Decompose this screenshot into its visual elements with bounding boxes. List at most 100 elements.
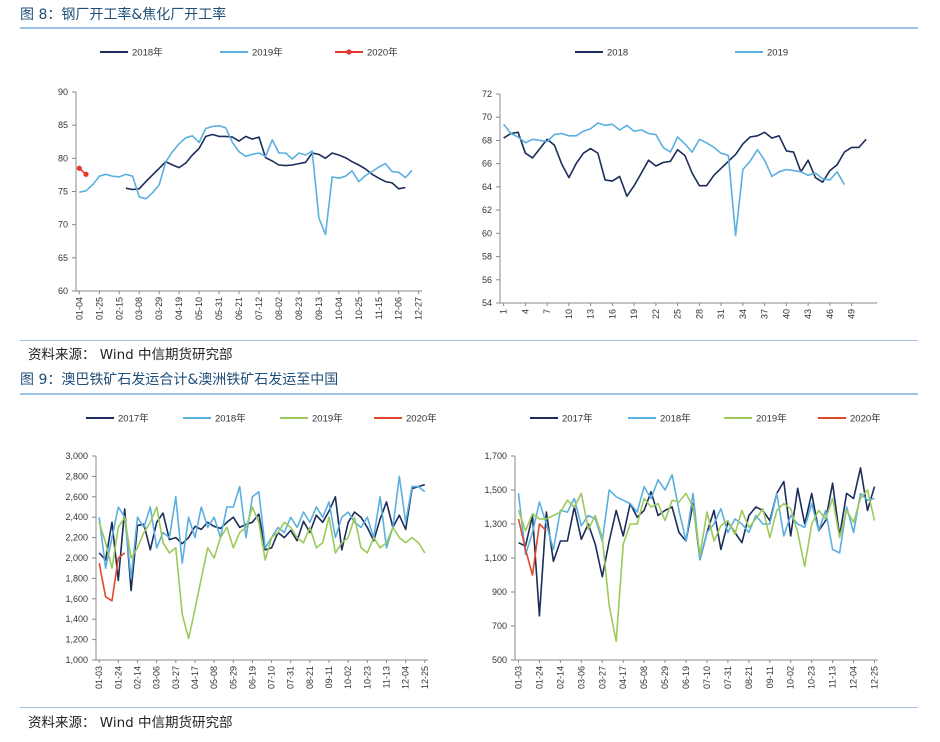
y-tick-label: 1,300 xyxy=(484,519,507,529)
x-tick-label: 08-23 xyxy=(294,297,304,320)
y-tick-label: 1,700 xyxy=(484,451,507,461)
y-tick-label: 90 xyxy=(58,87,68,97)
legend-label: 2017年 xyxy=(562,413,593,425)
x-tick-label: 09-11 xyxy=(324,666,334,688)
x-tick-label: 06-19 xyxy=(247,666,257,689)
x-tick-label: 08-21 xyxy=(305,666,315,689)
x-tick-label: 05-08 xyxy=(639,666,649,689)
y-tick-label: 80 xyxy=(58,153,68,163)
y-tick-label: 65 xyxy=(58,253,68,263)
y-tick-label: 1,400 xyxy=(65,614,88,624)
x-tick-label: 01-04 xyxy=(74,297,84,320)
y-tick-label: 66 xyxy=(482,159,492,169)
y-tick-label: 56 xyxy=(482,275,492,285)
legend-label: 2019年 xyxy=(312,413,343,425)
x-tick-label: 09-11 xyxy=(765,666,775,688)
figure-9-bottom-rule xyxy=(20,707,918,708)
chart-iron-ore-aus-to-china: 1,700 1,500 1,300 1,100 900 700 500 01-03 01-24 0… xyxy=(484,413,881,690)
figure-9-title: 图 9：澳巴铁矿石发运合计&澳洲铁矿石发运至中国 xyxy=(20,372,339,388)
x-tick-label: 12-27 xyxy=(414,297,424,320)
x-tick-label: 11-13 xyxy=(828,666,838,688)
x-tick-label: 03-29 xyxy=(154,297,164,320)
x-tick-label: 04-17 xyxy=(618,666,628,689)
y-tick-label: 3,000 xyxy=(65,451,88,461)
x-tick-label: 11-13 xyxy=(382,666,392,688)
legend-label: 2020年 xyxy=(367,47,398,59)
series-line-2019年 xyxy=(517,489,876,643)
x-tick-label: 1 xyxy=(499,309,509,314)
x-tick-label: 08-02 xyxy=(274,297,284,320)
x-tick-label: 12-25 xyxy=(870,666,880,689)
y-tick-label: 1,800 xyxy=(65,573,88,583)
y-tick-label: 1,200 xyxy=(65,635,88,645)
x-tick-label: 01-25 xyxy=(94,297,104,320)
series-line-2019 xyxy=(502,122,846,237)
x-tick-label: 07-10 xyxy=(267,666,277,689)
x-tick-label: 03-08 xyxy=(134,297,144,320)
x-tick-label: 01-03 xyxy=(513,666,523,689)
x-tick-label: 11-15 xyxy=(374,297,384,319)
y-tick-label: 72 xyxy=(482,89,492,99)
chart-coking-utilization: 72 70 68 66 64 62 60 58 56 54 1 4 7 10 13 16 19 22 25 28 31 3… xyxy=(482,48,877,319)
x-tick-label: 05-29 xyxy=(660,666,670,689)
y-tick-label: 1,000 xyxy=(65,655,88,665)
x-tick-label: 12-06 xyxy=(394,297,404,320)
x-tick-label: 10-23 xyxy=(807,666,817,689)
legend-label: 2020年 xyxy=(850,413,881,425)
x-tick-label: 10-25 xyxy=(354,297,364,320)
legend-label: 2020年 xyxy=(406,413,437,425)
x-tick-label: 10-02 xyxy=(343,666,353,689)
x-tick-label: 12-04 xyxy=(849,666,859,689)
legend-label: 2018 xyxy=(607,48,628,59)
legend-label: 2018年 xyxy=(215,413,246,425)
x-tick-label: 01-03 xyxy=(94,666,104,689)
legend-label: 2017年 xyxy=(118,413,149,425)
x-tick-label: 16 xyxy=(607,309,617,319)
y-tick-label: 900 xyxy=(492,587,507,597)
x-tick-label: 28 xyxy=(694,309,704,319)
x-tick-label: 40 xyxy=(781,309,791,319)
y-tick-label: 500 xyxy=(492,655,507,665)
y-tick-label: 70 xyxy=(58,220,68,230)
y-tick-label: 58 xyxy=(482,252,492,262)
figure-8-bottom-rule xyxy=(20,340,918,341)
series-line-2018 xyxy=(503,131,867,197)
y-tick-label: 1,100 xyxy=(484,553,507,563)
x-tick-label: 03-06 xyxy=(152,666,162,689)
x-tick-label: 43 xyxy=(803,309,813,319)
x-tick-label: 07-31 xyxy=(723,666,733,689)
x-tick-label: 05-29 xyxy=(228,666,238,689)
series-point-2020年 xyxy=(83,171,89,177)
y-tick-label: 1,500 xyxy=(484,485,507,495)
x-tick-label: 04-17 xyxy=(190,666,200,689)
legend-label: 2019年 xyxy=(756,413,787,425)
figure-8-title: 图 8：钢厂开工率&焦化厂开工率 xyxy=(20,7,227,23)
x-tick-label: 13 xyxy=(586,309,596,319)
y-tick-label: 700 xyxy=(492,621,507,631)
series-line-2017年 xyxy=(98,483,426,592)
legend-label: 2018年 xyxy=(132,47,163,59)
y-tick-label: 62 xyxy=(482,205,492,215)
x-tick-label: 37 xyxy=(760,309,770,319)
x-tick-label: 03-06 xyxy=(576,666,586,689)
y-tick-label: 2,400 xyxy=(65,512,88,522)
y-tick-label: 70 xyxy=(482,112,492,122)
y-tick-label: 68 xyxy=(482,135,492,145)
y-tick-label: 60 xyxy=(58,286,68,296)
y-tick-label: 60 xyxy=(482,228,492,238)
x-tick-label: 02-15 xyxy=(114,297,124,320)
x-tick-label: 12-04 xyxy=(401,666,411,689)
y-tick-label: 2,600 xyxy=(65,492,88,502)
x-tick-label: 09-13 xyxy=(314,297,324,320)
x-tick-label: 03-27 xyxy=(171,666,181,689)
series-line-2019年 xyxy=(98,506,426,640)
legend-label: 2019 xyxy=(767,48,788,59)
x-tick-label: 01-24 xyxy=(113,666,123,689)
x-tick-label: 07-31 xyxy=(286,666,296,689)
x-tick-label: 02-14 xyxy=(133,666,143,689)
x-tick-label: 04-19 xyxy=(174,297,184,320)
x-tick-label: 4 xyxy=(520,309,530,314)
y-tick-label: 85 xyxy=(58,120,68,130)
figure-8-source: 资料来源： Wind 中信期货研究部 xyxy=(28,347,233,363)
